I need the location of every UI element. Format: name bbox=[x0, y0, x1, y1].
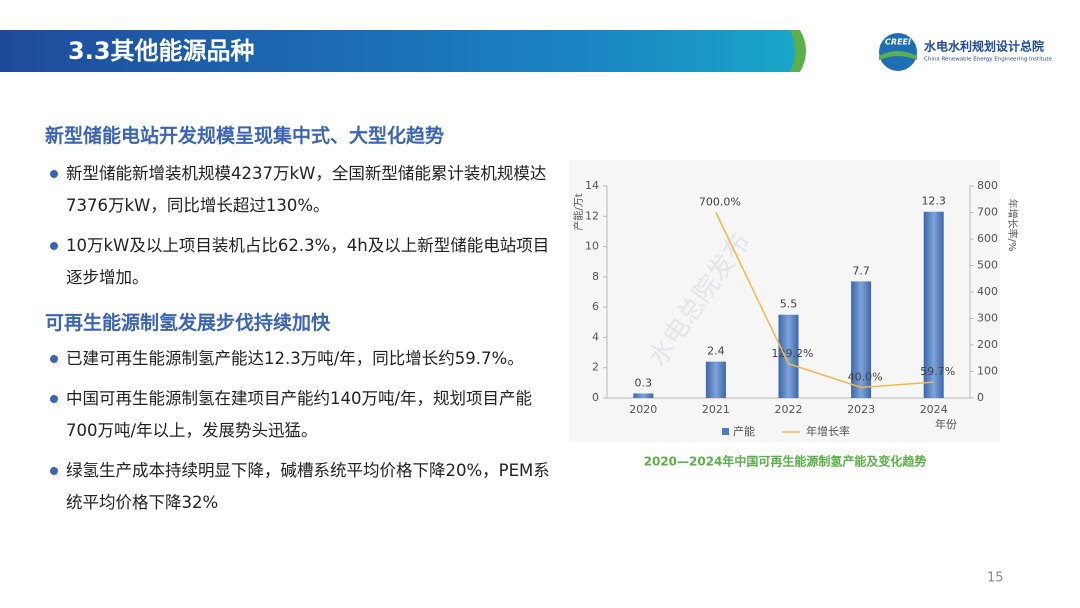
y-tick-label: 2 bbox=[592, 361, 599, 374]
bar-label: 5.5 bbox=[780, 298, 798, 311]
header-bar bbox=[0, 30, 795, 72]
bar-label: 7.7 bbox=[852, 264, 870, 277]
bullet: 中国可再生能源制氢在建项目产能约140万吨/年，规划项目产能700万吨/年以上，… bbox=[50, 383, 556, 447]
y-tick-label: 12 bbox=[585, 209, 599, 222]
legend-swatch bbox=[722, 428, 729, 435]
y2-tick-label: 100 bbox=[977, 365, 998, 378]
y2-tick-label: 300 bbox=[977, 312, 998, 325]
y-tick-label: 0 bbox=[592, 391, 599, 404]
org-name-en: China Renewable Energy Engineering Insti… bbox=[924, 57, 1053, 63]
logo-text: CREEI bbox=[885, 38, 911, 47]
line-label: 40.0% bbox=[848, 370, 883, 383]
y-tick-label: 14 bbox=[585, 179, 599, 192]
x-tick-label: 2024 bbox=[920, 403, 948, 416]
x-tick-label: 2022 bbox=[775, 403, 803, 416]
bullet: 绿氢生产成本持续明显下降，碱槽系统平均价格下降20%，PEM系统平均价格下降32… bbox=[50, 455, 556, 519]
bar-label: 2.4 bbox=[707, 345, 725, 358]
legend-label: 年增长率 bbox=[806, 424, 850, 438]
x-tick-label: 2021 bbox=[702, 403, 730, 416]
line bbox=[715, 212, 934, 389]
y2-tick-label: 800 bbox=[977, 179, 998, 192]
y-tick-label: 8 bbox=[592, 270, 599, 283]
y2-tick-label: 700 bbox=[977, 206, 998, 219]
x-tick-label: 2020 bbox=[629, 403, 657, 416]
y2-tick-label: 0 bbox=[977, 391, 984, 404]
y2-tick-label: 500 bbox=[977, 259, 998, 272]
bar-label: 12.3 bbox=[921, 195, 946, 208]
org-name: 水电水利规划设计总院 bbox=[924, 39, 1044, 54]
legend-label: 产能 bbox=[733, 424, 755, 438]
bar bbox=[633, 393, 654, 398]
line-label: 700.0% bbox=[699, 196, 741, 209]
bullet: 已建可再生能源制氢产能达12.3万吨/年，同比增长约59.7%。 bbox=[50, 343, 556, 375]
y-tick-label: 6 bbox=[592, 300, 599, 313]
y2-tick-label: 600 bbox=[977, 232, 998, 245]
bar bbox=[778, 314, 799, 398]
bar bbox=[851, 281, 872, 398]
line-label: 59.7% bbox=[920, 365, 955, 378]
bar bbox=[705, 361, 726, 398]
bullet: 新型储能新增装机规模4237万kW，全国新型储能累计装机规模达7376万kW，同… bbox=[50, 158, 556, 222]
bar-label: 0.3 bbox=[635, 376, 653, 389]
y2-tick-label: 400 bbox=[977, 285, 998, 298]
y2-axis-label: 年增长率/% bbox=[1006, 199, 1019, 252]
chart-caption: 2020—2024年中国可再生能源制氢产能及变化趋势 bbox=[644, 454, 927, 469]
page-number: 15 bbox=[987, 571, 1004, 586]
bar bbox=[923, 211, 944, 398]
y-tick-label: 10 bbox=[585, 240, 599, 253]
line-label: 129.2% bbox=[772, 347, 814, 360]
y-tick-label: 4 bbox=[592, 330, 599, 343]
x-axis-label: 年份 bbox=[935, 417, 957, 431]
logo-wave bbox=[879, 51, 917, 60]
y2-tick-label: 200 bbox=[977, 338, 998, 351]
bullet: 10万kW及以上项目装机占比62.3%，4h及以上新型储能电站项目逐步增加。 bbox=[50, 230, 556, 294]
heading: 新型储能电站开发规模呈现集中式、大型化趋势 bbox=[45, 125, 445, 147]
slide-title: 3.3其他能源品种 bbox=[68, 37, 255, 65]
x-tick-label: 2023 bbox=[847, 403, 875, 416]
heading: 可再生能源制氢发展步伐持续加快 bbox=[45, 312, 331, 334]
y-axis-label: 产能/万t bbox=[572, 193, 585, 230]
